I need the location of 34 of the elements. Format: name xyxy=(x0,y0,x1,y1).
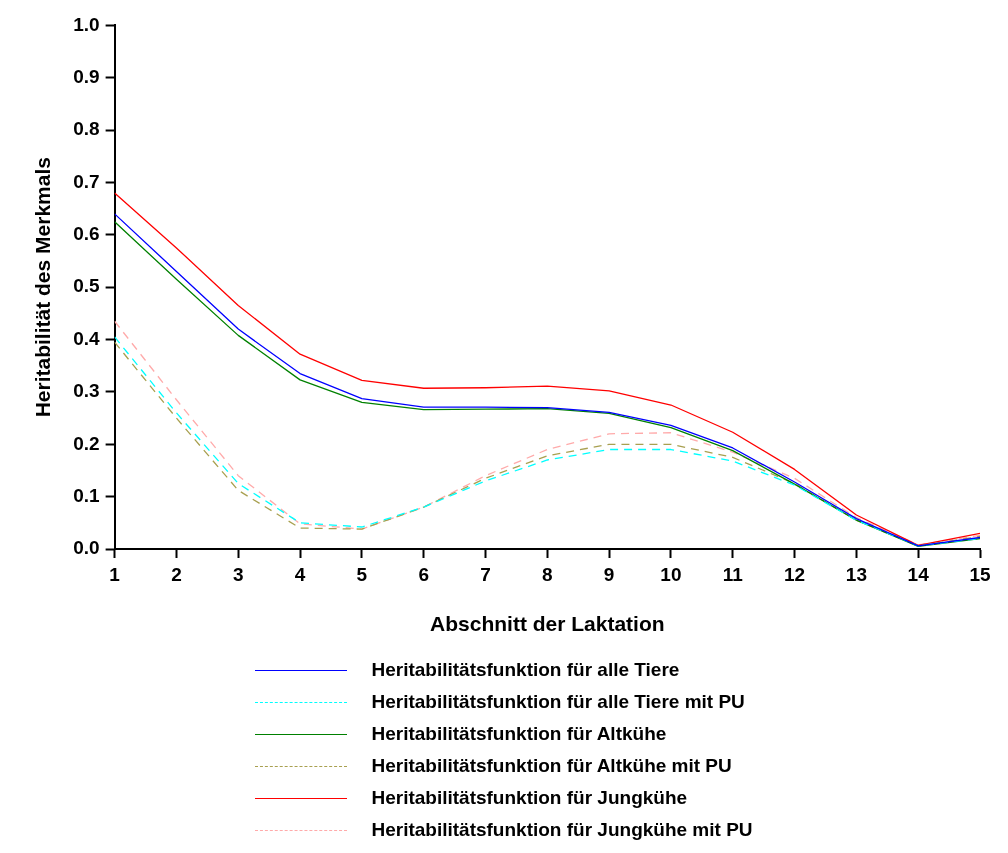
legend-label: Heritabilitätsfunktion für alle Tiere mit PU xyxy=(371,691,745,713)
x-tick-label: 5 xyxy=(356,563,368,585)
x-tick-label: 11 xyxy=(722,563,744,585)
x-tick-label: 15 xyxy=(969,563,991,585)
y-tick-label: 0.6 xyxy=(73,223,100,245)
x-tick-label: 1 xyxy=(109,563,121,585)
legend-label: Heritabilitätsfunktion für alle Tiere xyxy=(371,659,680,681)
y-tick-label: 0.1 xyxy=(73,484,101,506)
x-tick-label: 6 xyxy=(418,563,429,585)
x-tick-label: 2 xyxy=(171,563,182,585)
legend-label: Heritabilitätsfunktion für Altkühe xyxy=(371,723,667,745)
x-tick-label: 13 xyxy=(845,563,867,585)
x-tick-label: 3 xyxy=(232,563,244,585)
legend-label: Heritabilitätsfunktion für Jungkühe mit PU xyxy=(371,819,753,841)
y-tick-label: 0.5 xyxy=(73,275,101,297)
x-tick-label: 7 xyxy=(480,563,491,585)
y-tick-label: 0.4 xyxy=(73,327,101,349)
y-tick-label: 0.9 xyxy=(73,65,100,87)
x-tick-label: 9 xyxy=(603,563,615,585)
y-tick-label: 0.3 xyxy=(73,380,100,402)
x-tick-label: 10 xyxy=(660,563,682,585)
x-axis-title: Abschnitt der Laktation xyxy=(430,612,665,636)
x-tick-label: 12 xyxy=(783,563,806,585)
legend-label: Heritabilitätsfunktion für Altkühe mit PU xyxy=(371,755,732,777)
x-tick-label: 8 xyxy=(542,563,553,585)
y-tick-label: 0.2 xyxy=(73,432,100,454)
x-tick-label: 14 xyxy=(907,563,930,585)
x-tick-label: 4 xyxy=(294,563,306,585)
y-tick-label: 0.0 xyxy=(73,537,100,559)
y-tick-label: 0.7 xyxy=(73,170,100,192)
y-tick-label: 0.8 xyxy=(73,118,100,140)
y-tick-label: 1.0 xyxy=(73,13,100,35)
y-axis-title: Heritabilität des Merkmals xyxy=(31,157,55,418)
legend-label: Heritabilitätsfunktion für Jungkühe xyxy=(371,787,688,809)
